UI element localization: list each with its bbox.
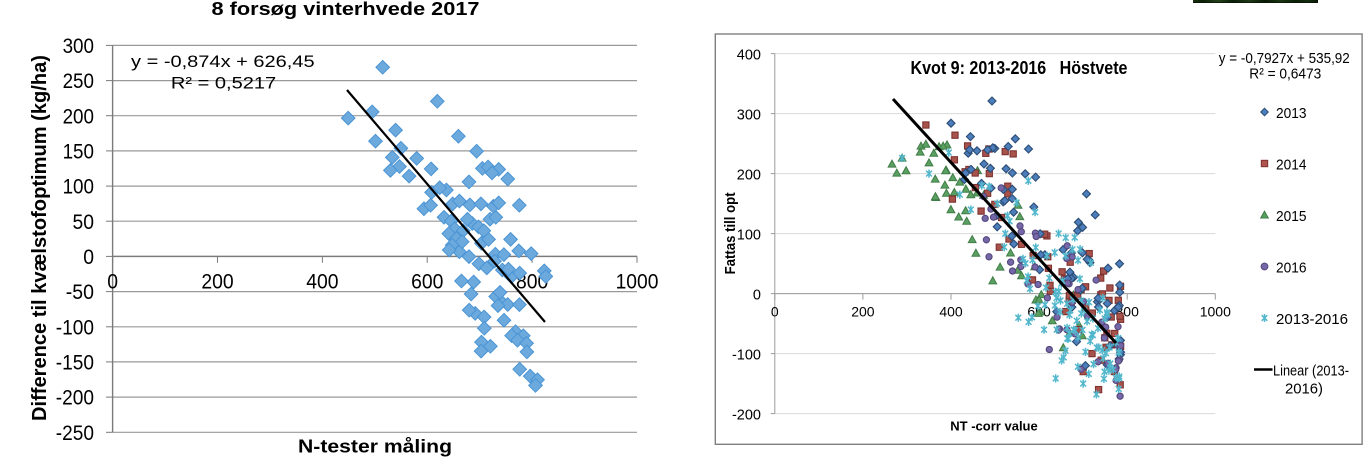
svg-text:-150: -150	[56, 352, 94, 375]
svg-text:Linear (2013-: Linear (2013-	[1273, 363, 1349, 380]
svg-text:2013: 2013	[1276, 105, 1307, 122]
svg-text:2016): 2016)	[1285, 381, 1323, 398]
svg-text:400: 400	[306, 271, 338, 294]
svg-text:2015: 2015	[1276, 208, 1307, 225]
svg-text:300: 300	[63, 35, 94, 58]
svg-text:N-tester måling: N-tester måling	[298, 437, 452, 457]
svg-text:-50: -50	[66, 281, 94, 304]
svg-text:250: 250	[63, 70, 94, 93]
svg-text:-250: -250	[56, 422, 94, 445]
svg-text:400: 400	[737, 47, 761, 63]
svg-text:Kvot 9: 2013-2016 Höstvete: Kvot 9: 2013-2016 Höstvete	[911, 58, 1128, 78]
svg-text:0: 0	[753, 287, 761, 303]
svg-text:y = -0,874x + 626,45: y = -0,874x + 626,45	[131, 52, 315, 71]
svg-text:R² = 0,6473: R² = 0,6473	[1249, 66, 1321, 83]
svg-text:y = -0,7927x + 535,92: y = -0,7927x + 535,92	[1219, 50, 1350, 67]
svg-text:0: 0	[771, 304, 779, 320]
svg-text:2016: 2016	[1276, 260, 1307, 277]
svg-text:2014: 2014	[1276, 157, 1307, 174]
svg-text:R² = 0,5217: R² = 0,5217	[171, 73, 276, 92]
svg-text:300: 300	[737, 107, 761, 123]
svg-text:0: 0	[83, 246, 94, 269]
svg-text:8 forsøg vinterhvede 2017: 8 forsøg vinterhvede 2017	[212, 0, 480, 19]
svg-text:200: 200	[851, 304, 875, 320]
svg-text:150: 150	[63, 141, 94, 164]
svg-text:Fattas till opt: Fattas till opt	[723, 192, 739, 274]
svg-text:1000: 1000	[1200, 304, 1231, 320]
svg-text:600: 600	[411, 271, 443, 294]
svg-text:-200: -200	[56, 387, 94, 410]
svg-text:-100: -100	[732, 347, 761, 363]
svg-text:100: 100	[63, 176, 94, 199]
svg-text:200: 200	[63, 105, 94, 128]
svg-text:2013-2016: 2013-2016	[1276, 311, 1348, 328]
svg-text:0: 0	[107, 271, 118, 294]
svg-text:-200: -200	[732, 407, 761, 423]
svg-text:-100: -100	[56, 316, 94, 339]
svg-text:200: 200	[737, 167, 761, 183]
svg-text:Difference til kvælstofoptimum: Difference til kvælstofoptimum (kg/ha)	[29, 55, 51, 421]
svg-text:200: 200	[201, 271, 233, 294]
svg-text:NT -corr value: NT -corr value	[950, 419, 1038, 434]
svg-text:100: 100	[737, 227, 761, 243]
svg-text:1000: 1000	[616, 271, 659, 294]
svg-text:400: 400	[939, 304, 963, 320]
svg-text:50: 50	[73, 211, 95, 234]
